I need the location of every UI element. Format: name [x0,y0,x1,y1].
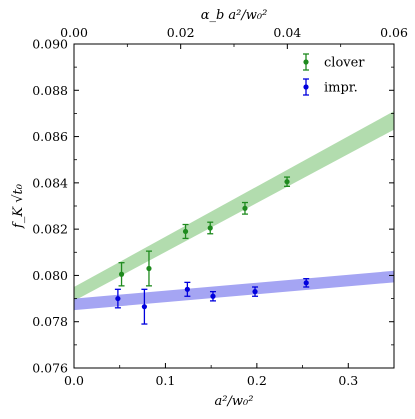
x-tick-label-3: 0.3 [338,373,358,388]
data-point-0-2 [182,228,189,235]
top-x-tick-label-2: 0.04 [273,25,301,40]
data-point-1-5 [303,280,309,286]
legend-marker-1 [303,84,309,90]
data-point-0-0 [118,271,125,277]
data-point-0-4 [242,205,248,211]
top-x-tick-label-3: 0.06 [380,25,408,40]
legend-marker-0 [303,59,309,65]
axis-labels: a²/w₀² α_b a²/w₀² f_K √t₀ [11,8,267,409]
data-point-1-4 [252,289,258,295]
x-tick-label-1: 0.1 [155,373,175,388]
x-tick-label-2: 0.2 [247,373,267,388]
legend: clover impr. [303,53,365,96]
data-point-1-2 [184,286,190,292]
y-tick-label-5: 0.086 [32,129,68,144]
fit-band-1 [74,270,394,311]
fit-bands [74,111,394,311]
legend-label-0: clover [324,56,365,71]
data-point-1-1 [141,304,147,310]
data-point-0-5 [284,179,290,185]
data-point-1-0 [115,295,121,302]
y-tick-label-1: 0.078 [32,314,68,329]
axis-ticks: 0.0 0.1 0.2 0.3 0.00 0.02 0.04 0.06 0.076 0.078 0.… [32,25,408,388]
top-x-axis-label: α_b a²/w₀² [201,8,268,23]
data-points [114,176,310,325]
y-tick-label-4: 0.084 [32,175,68,190]
data-point-1-3 [210,293,216,299]
x-tick-label-0: 0.0 [64,373,84,388]
y-axis-label: f_K √t₀ [11,183,26,229]
data-point-0-3 [207,225,213,231]
x-axis-label: a²/w₀² [215,394,254,409]
top-x-tick-label-0: 0.00 [60,25,88,40]
fit-band-0 [74,111,394,301]
data-point-0-1 [146,265,152,272]
y-tick-label-0: 0.076 [32,361,68,376]
y-tick-label-2: 0.080 [32,268,68,283]
top-x-tick-label-1: 0.02 [167,25,195,40]
y-tick-label-3: 0.082 [32,222,68,237]
legend-label-1: impr. [324,81,358,96]
y-tick-label-6: 0.088 [32,83,68,98]
y-tick-label-7: 0.090 [32,37,68,52]
